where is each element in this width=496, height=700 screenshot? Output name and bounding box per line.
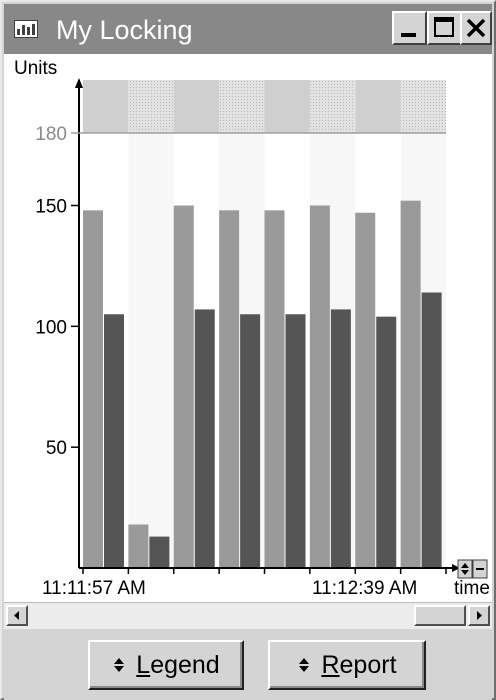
bar: [264, 210, 285, 569]
close-button[interactable]: [460, 11, 492, 45]
scroll-thumb[interactable]: [414, 605, 466, 626]
expand-up-down-icon: [114, 658, 125, 672]
legend-button[interactable]: Legend: [88, 640, 244, 690]
zoom-out-icon: [476, 568, 484, 570]
scroll-left-button[interactable]: [6, 605, 28, 626]
footer-bar: Legend Report: [4, 629, 492, 700]
bar: [421, 292, 442, 568]
legend-button-label: Legend: [136, 650, 220, 679]
minimize-button[interactable]: [392, 11, 427, 45]
band-header: [355, 80, 401, 133]
horizontal-scrollbar[interactable]: [4, 602, 492, 629]
report-button-label: Report: [321, 650, 397, 679]
bar: [240, 314, 261, 568]
arrow-right-icon: [477, 611, 482, 620]
minimize-icon: [401, 33, 416, 37]
y-axis-arrow: [75, 78, 83, 88]
report-button[interactable]: Report: [268, 640, 426, 690]
scroll-right-button[interactable]: [468, 605, 490, 626]
arrow-left-icon: [14, 611, 19, 620]
x-end-label: 11:12:39 AM: [312, 578, 417, 599]
bar: [330, 309, 351, 568]
bar: [173, 205, 194, 568]
band-header: [400, 80, 446, 133]
band-header: [219, 80, 265, 133]
bar: [285, 314, 306, 568]
band-header: [128, 80, 174, 133]
band-header: [309, 80, 356, 133]
zoom-control[interactable]: [457, 559, 488, 579]
maximize-icon: [434, 17, 454, 37]
chart-app-icon: [14, 20, 38, 38]
band-body: [128, 133, 174, 568]
bar: [104, 314, 124, 568]
expand-up-down-icon: [299, 658, 310, 672]
bar: [194, 309, 215, 568]
x-start-label: 11:11:57 AM: [42, 578, 146, 599]
zoom-in-icon: [461, 563, 469, 575]
y-tick-label: 180: [35, 124, 67, 145]
band-header: [264, 80, 310, 133]
bar: [355, 212, 376, 568]
band-header: [83, 80, 129, 133]
y-tick-label: 50: [46, 438, 67, 459]
close-icon: [466, 18, 486, 38]
bar-chart: 180 150 100 50 Units 11:11:57 AM 11:12:39 A…: [14, 58, 490, 599]
maximize-button[interactable]: [427, 11, 462, 45]
bar: [128, 524, 149, 568]
bar: [400, 200, 421, 568]
bar: [309, 205, 330, 568]
window-title: My Locking: [56, 15, 193, 45]
band-header: [173, 80, 220, 133]
bar: [149, 536, 170, 568]
y-tick-label: 100: [35, 317, 67, 338]
y-axis-label: Units: [14, 58, 57, 79]
y-tick-label: 150: [35, 197, 67, 218]
bar: [219, 210, 240, 569]
title-bar[interactable]: My Locking: [4, 4, 492, 54]
plot-area: 180 150 100 50 Units 11:11:57 AM 11:12:39 A…: [4, 54, 492, 602]
x-axis-arrow: [452, 564, 460, 572]
bar: [83, 210, 103, 569]
bar: [376, 316, 397, 568]
x-axis-label: time: [454, 578, 490, 599]
